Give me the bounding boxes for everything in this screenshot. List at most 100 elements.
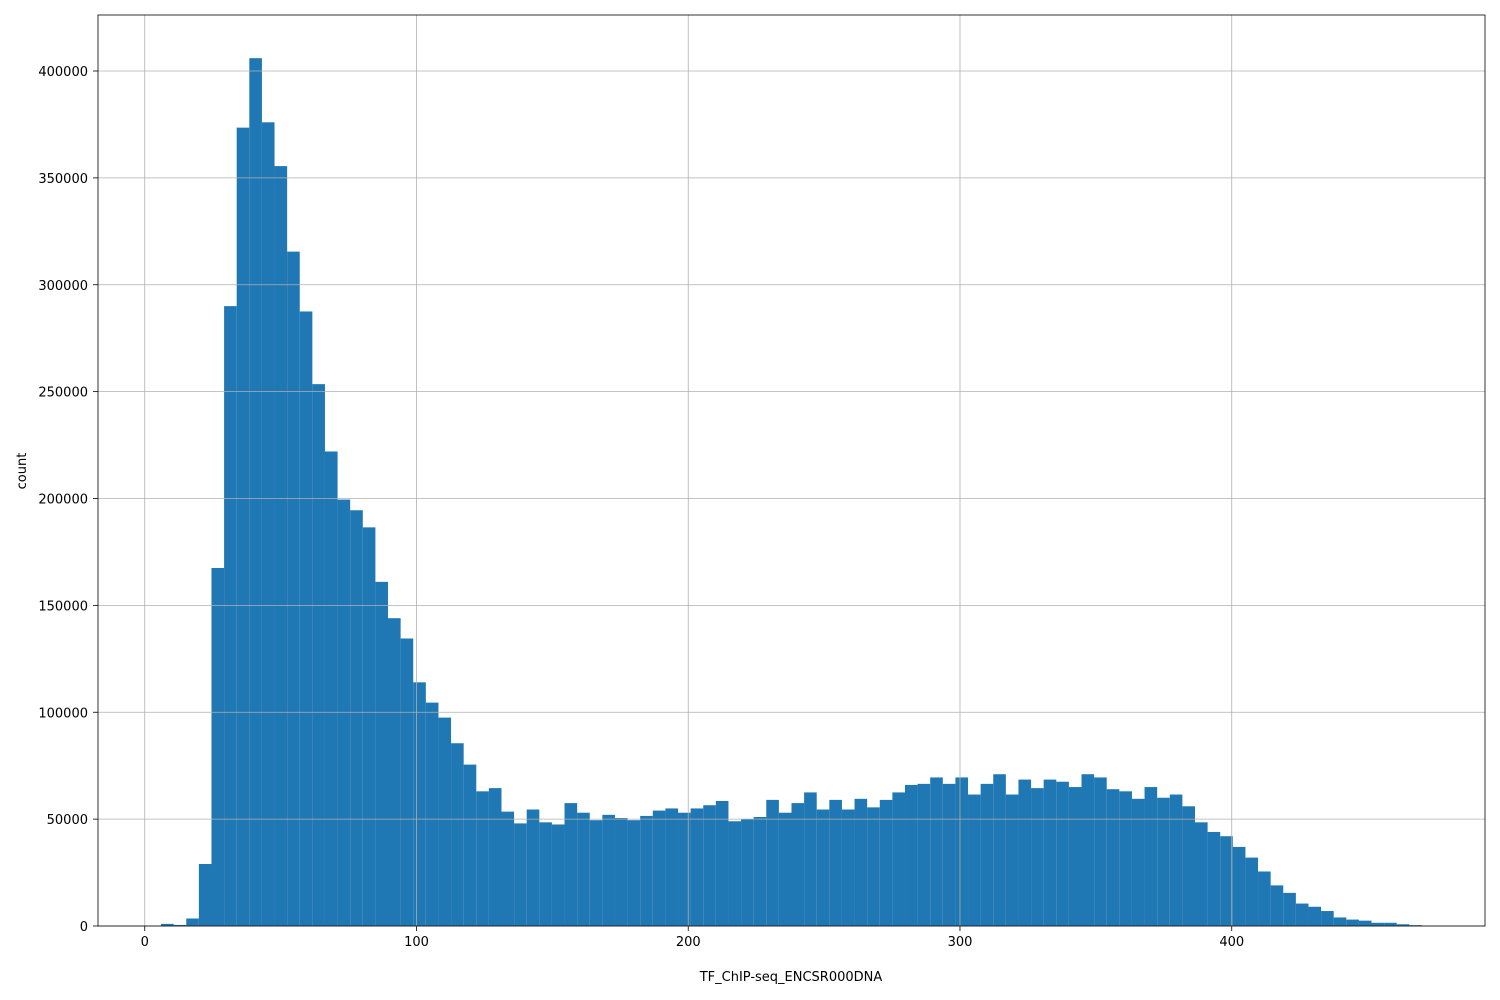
- bar: [1220, 836, 1233, 926]
- bar: [867, 807, 880, 926]
- bar: [1094, 777, 1107, 926]
- bar: [917, 783, 931, 926]
- bar: [627, 820, 641, 926]
- plot-frame: [97, 14, 1486, 927]
- bar: [488, 788, 502, 926]
- bar: [1333, 917, 1347, 926]
- bar: [1409, 925, 1422, 926]
- bar: [1384, 922, 1397, 926]
- bar: [980, 783, 994, 926]
- bar: [1232, 846, 1246, 926]
- x-tick-label: 200: [676, 935, 701, 950]
- bar: [1396, 924, 1410, 926]
- bar: [413, 682, 426, 926]
- bar: [753, 816, 767, 926]
- bar: [1358, 920, 1372, 926]
- x-tick-label: 0: [141, 935, 149, 950]
- bar: [388, 618, 401, 926]
- bar: [1371, 922, 1385, 926]
- bar: [1119, 791, 1132, 926]
- bar: [841, 809, 855, 926]
- bar: [375, 581, 389, 926]
- bar: [1018, 779, 1032, 926]
- bar: [1207, 831, 1221, 926]
- bar: [904, 784, 918, 926]
- bar: [551, 824, 565, 926]
- bar: [1106, 789, 1120, 926]
- bar: [614, 818, 628, 926]
- bar: [400, 638, 414, 926]
- bar: [703, 805, 716, 926]
- y-tick-label: 200000: [38, 493, 88, 508]
- y-tick-label: 300000: [38, 279, 88, 294]
- bar: [665, 808, 679, 926]
- bar: [1346, 919, 1359, 926]
- bar: [287, 251, 300, 926]
- bar: [1295, 903, 1309, 926]
- bar: [224, 306, 237, 926]
- bar: [577, 812, 590, 926]
- y-tick-label: 100000: [38, 706, 88, 721]
- bar: [1308, 906, 1322, 926]
- bar: [778, 812, 792, 926]
- bar: [186, 918, 199, 926]
- x-tick-label: 300: [948, 935, 973, 950]
- bar: [741, 819, 754, 926]
- bar: [1321, 911, 1334, 926]
- bar: [1194, 822, 1208, 926]
- y-tick-label: 150000: [38, 599, 88, 614]
- bar: [766, 799, 779, 926]
- bar: [930, 777, 943, 926]
- y-tick-label: 50000: [47, 813, 88, 828]
- bar: [526, 809, 540, 926]
- bar: [438, 717, 452, 926]
- bar: [261, 122, 275, 927]
- bar: [829, 799, 842, 926]
- x-tick-label: 400: [1219, 935, 1244, 950]
- bar: [1169, 794, 1183, 926]
- bar: [451, 743, 464, 926]
- bar: [1258, 871, 1271, 926]
- bar: [892, 792, 905, 926]
- bar: [955, 777, 969, 926]
- bar: [854, 798, 868, 926]
- y-tick-label: 0: [80, 920, 88, 935]
- bar: [1056, 781, 1069, 926]
- bar: [652, 810, 666, 926]
- bar: [312, 384, 325, 926]
- bar: [1283, 892, 1296, 926]
- bar: [1144, 787, 1158, 926]
- bar: [690, 808, 704, 926]
- bar: [539, 822, 552, 926]
- bar: [1081, 774, 1095, 926]
- bar: [299, 311, 313, 926]
- bar: [879, 799, 893, 926]
- bar: [1270, 885, 1284, 926]
- bar: [728, 821, 742, 926]
- bar: [1245, 857, 1259, 926]
- bar: [324, 451, 338, 926]
- bar: [816, 809, 830, 926]
- bar: [514, 823, 527, 926]
- bar: [1043, 779, 1057, 926]
- bar: [678, 812, 691, 926]
- bar: [640, 815, 653, 926]
- bar: [198, 864, 212, 926]
- y-axis-label: count: [15, 453, 30, 490]
- x-tick-label: 100: [404, 935, 429, 950]
- bar: [1031, 788, 1044, 926]
- bar: [249, 58, 262, 927]
- bar: [804, 792, 817, 926]
- bar: [1131, 798, 1145, 926]
- bar: [337, 499, 351, 926]
- bar: [362, 527, 376, 926]
- bar: [715, 800, 729, 926]
- bar: [564, 803, 578, 926]
- bar: [1182, 806, 1195, 926]
- bar: [236, 127, 250, 927]
- bar: [1005, 794, 1019, 926]
- bar: [1068, 787, 1082, 926]
- bar: [942, 783, 956, 926]
- bar: [173, 924, 187, 926]
